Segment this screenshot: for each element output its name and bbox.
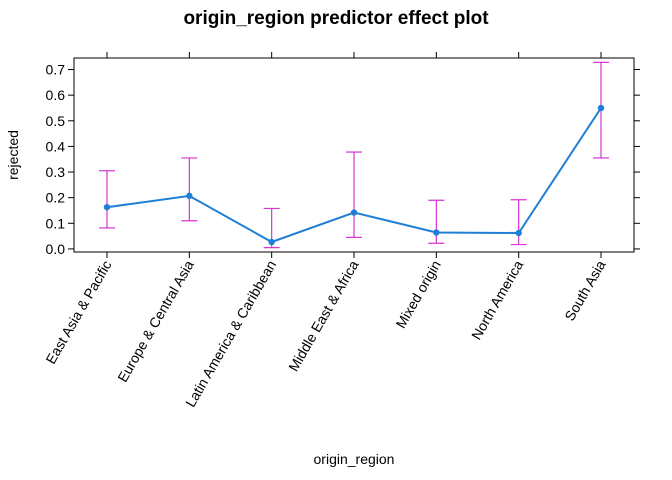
x-tick-label: Europe & Central Asia (114, 257, 197, 384)
data-point (433, 229, 440, 236)
data-point (268, 238, 275, 246)
y-tick-label: 0.7 (46, 62, 66, 78)
x-tick-label: Latin America & Caribbean (182, 258, 279, 410)
chart-title: origin_region predictor effect plot (183, 8, 489, 29)
right-axis-ticks (634, 69, 640, 250)
x-tick-label: Middle East & Africa (285, 257, 362, 374)
x-tick-label: North America (468, 257, 526, 342)
y-tick-label: 0.0 (46, 241, 66, 257)
x-tick-label: East Asia & Pacific (42, 258, 114, 367)
plot-frame (73, 57, 635, 253)
y-axis-label: rejected (5, 130, 21, 180)
x-axis: East Asia & Pacific Europe & Central Asia… (42, 252, 609, 410)
y-axis: 0.0 0.1 0.2 0.3 0.4 0.5 0.6 0.7 (46, 62, 74, 257)
confidence-interval-bars (99, 61, 609, 249)
x-tick-label: South Asia (561, 257, 608, 323)
data-point (186, 192, 193, 200)
data-point (103, 203, 111, 211)
y-tick-label: 0.6 (46, 87, 66, 103)
y-tick-label: 0.2 (46, 190, 66, 206)
x-axis-label: origin_region (314, 451, 395, 467)
y-tick-label: 0.4 (46, 138, 66, 154)
data-point (597, 104, 605, 112)
y-tick-label: 0.3 (46, 164, 66, 180)
y-tick-label: 0.1 (46, 215, 66, 231)
x-tick-label: Mixed origin (392, 258, 444, 331)
y-tick-label: 0.5 (46, 113, 66, 129)
top-axis-ticks (106, 52, 602, 58)
data-points (103, 104, 605, 246)
data-point (515, 229, 522, 237)
data-point (350, 209, 358, 216)
